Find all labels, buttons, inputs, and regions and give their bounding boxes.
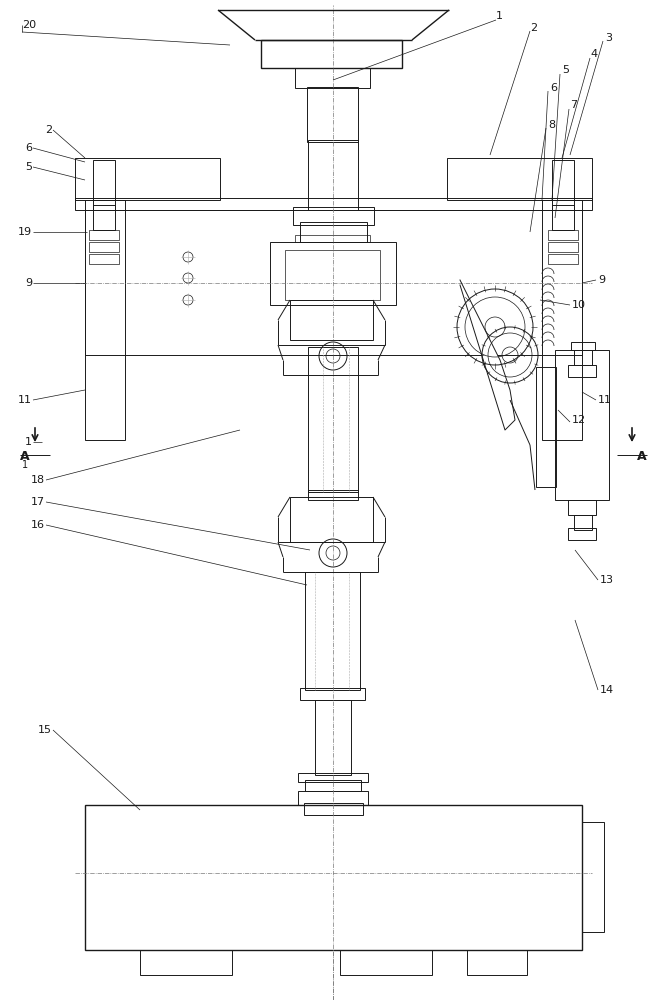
Bar — [548, 254, 578, 264]
Bar — [290, 300, 373, 340]
Bar — [85, 805, 582, 950]
Text: 1: 1 — [22, 460, 28, 470]
Bar — [300, 688, 365, 700]
Bar — [298, 791, 368, 805]
Bar — [308, 490, 358, 500]
Text: 2: 2 — [45, 125, 52, 135]
Bar — [304, 803, 363, 815]
Text: 16: 16 — [31, 520, 45, 530]
Text: 20: 20 — [22, 20, 36, 30]
Text: 11: 11 — [598, 395, 612, 405]
Bar — [85, 200, 125, 440]
Text: 1: 1 — [25, 437, 32, 447]
Text: A: A — [637, 450, 647, 463]
Bar — [290, 497, 373, 542]
Text: 11: 11 — [18, 395, 32, 405]
Bar — [93, 205, 115, 230]
Text: A: A — [20, 450, 30, 463]
Bar — [447, 158, 592, 200]
Bar — [85, 210, 582, 355]
Text: 8: 8 — [548, 120, 555, 130]
Bar — [93, 160, 115, 210]
Polygon shape — [460, 280, 515, 430]
Text: 6: 6 — [550, 83, 557, 93]
Bar — [75, 158, 220, 200]
Text: 12: 12 — [572, 415, 586, 425]
Bar — [300, 222, 367, 242]
Bar — [305, 780, 361, 791]
Text: 5: 5 — [562, 65, 569, 75]
Text: 18: 18 — [31, 475, 45, 485]
Bar — [548, 242, 578, 252]
Text: 3: 3 — [605, 33, 612, 43]
Bar — [467, 950, 527, 975]
Bar — [89, 230, 119, 240]
Bar — [308, 140, 358, 210]
Bar — [536, 367, 556, 487]
Text: 1: 1 — [496, 11, 503, 21]
Bar — [308, 347, 358, 492]
Bar — [571, 342, 595, 350]
Text: 14: 14 — [600, 685, 614, 695]
Text: 7: 7 — [570, 100, 577, 110]
Bar — [552, 160, 574, 210]
Bar — [140, 950, 232, 975]
Bar — [295, 235, 370, 242]
Bar — [574, 350, 592, 365]
Bar — [293, 207, 374, 225]
Text: 10: 10 — [572, 300, 586, 310]
Bar — [568, 365, 596, 377]
Text: 17: 17 — [31, 497, 45, 507]
Text: 6: 6 — [25, 143, 32, 153]
Bar — [295, 68, 370, 88]
Bar — [340, 950, 432, 975]
Bar — [568, 500, 596, 515]
Text: 9: 9 — [25, 278, 32, 288]
Bar — [574, 515, 592, 530]
Text: 15: 15 — [38, 725, 52, 735]
Bar — [568, 528, 596, 540]
Bar — [261, 40, 402, 68]
Bar — [542, 200, 582, 440]
Bar — [555, 350, 609, 500]
Bar — [552, 205, 574, 230]
Bar — [307, 87, 358, 142]
Bar — [315, 700, 351, 775]
Bar — [582, 822, 604, 932]
Text: 5: 5 — [25, 162, 32, 172]
Text: 4: 4 — [590, 49, 597, 59]
Bar — [270, 242, 396, 305]
Bar — [285, 250, 380, 300]
Bar — [89, 242, 119, 252]
Text: 9: 9 — [598, 275, 605, 285]
Text: 2: 2 — [530, 23, 537, 33]
Bar — [548, 230, 578, 240]
Text: 13: 13 — [600, 575, 614, 585]
Text: 19: 19 — [18, 227, 32, 237]
Bar — [75, 198, 592, 210]
Bar — [89, 254, 119, 264]
Bar — [298, 773, 368, 782]
Bar — [305, 572, 360, 690]
